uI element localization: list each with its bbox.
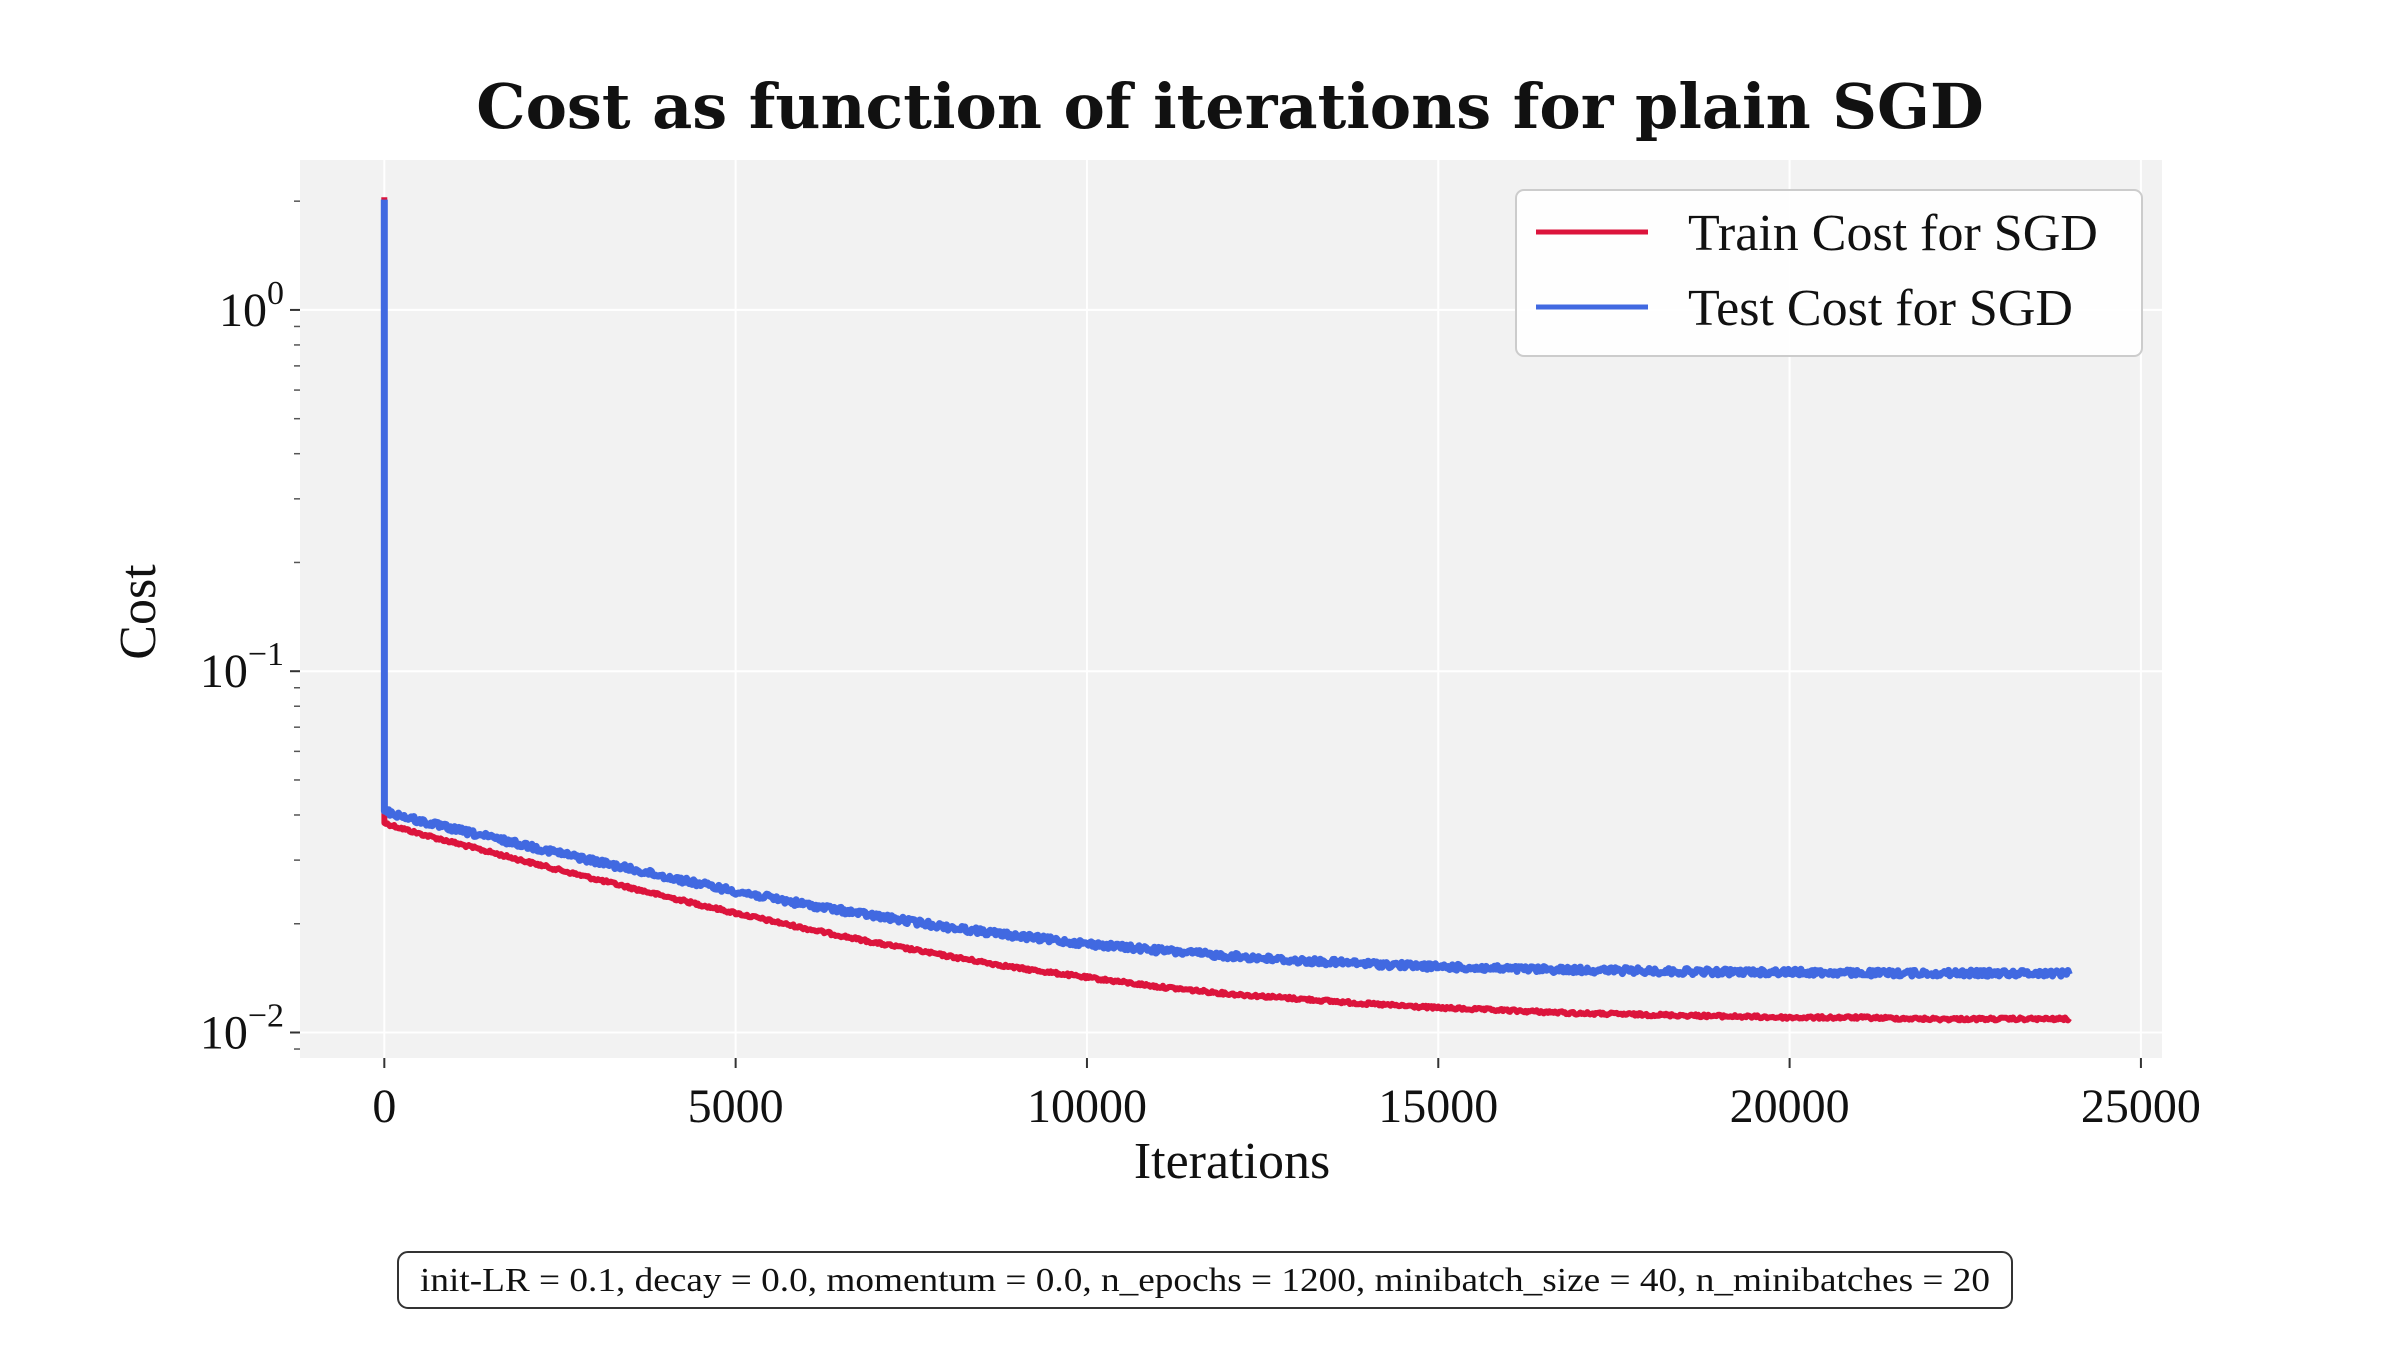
y-axis-label: Cost xyxy=(110,564,167,660)
y-tick-labels: 10−2 10−1 100 xyxy=(200,275,300,1059)
x-tick-labels: 0 5000 10000 15000 20000 25000 xyxy=(372,1058,2201,1133)
x-tick-label: 15000 xyxy=(1378,1080,1498,1133)
legend-label-test: Test Cost for SGD xyxy=(1688,280,2073,337)
x-tick-label: 20000 xyxy=(1730,1080,1850,1133)
x-axis-label: Iterations xyxy=(1134,1133,1330,1190)
y-tick-label: 100 xyxy=(219,275,284,337)
note-box xyxy=(397,1251,2013,1309)
legend: Train Cost for SGD Test Cost for SGD xyxy=(1515,189,2143,357)
series-line-test xyxy=(380,199,2073,980)
series-layer xyxy=(380,197,2073,1024)
hyperparameter-note: init-LR = 0.1, decay = 0.0, momentum = 0… xyxy=(397,1251,2013,1309)
y-minor-ticks xyxy=(294,200,300,1050)
chart-title: Cost as function of iterations for plain… xyxy=(476,70,1984,143)
x-tick-label: 10000 xyxy=(1027,1080,1147,1133)
x-tick-label: 5000 xyxy=(688,1080,784,1133)
note-text: init-LR = 0.1, decay = 0.0, momentum = 0… xyxy=(420,1262,1990,1299)
legend-label-train: Train Cost for SGD xyxy=(1688,205,2098,262)
y-tick-label: 10−2 xyxy=(200,997,284,1059)
legend-box xyxy=(1515,189,2143,357)
y-tick-label: 10−1 xyxy=(200,636,284,698)
x-tick-label: 0 xyxy=(372,1080,396,1133)
series-line-train xyxy=(381,197,2072,1024)
x-tick-label: 25000 xyxy=(2081,1080,2201,1133)
